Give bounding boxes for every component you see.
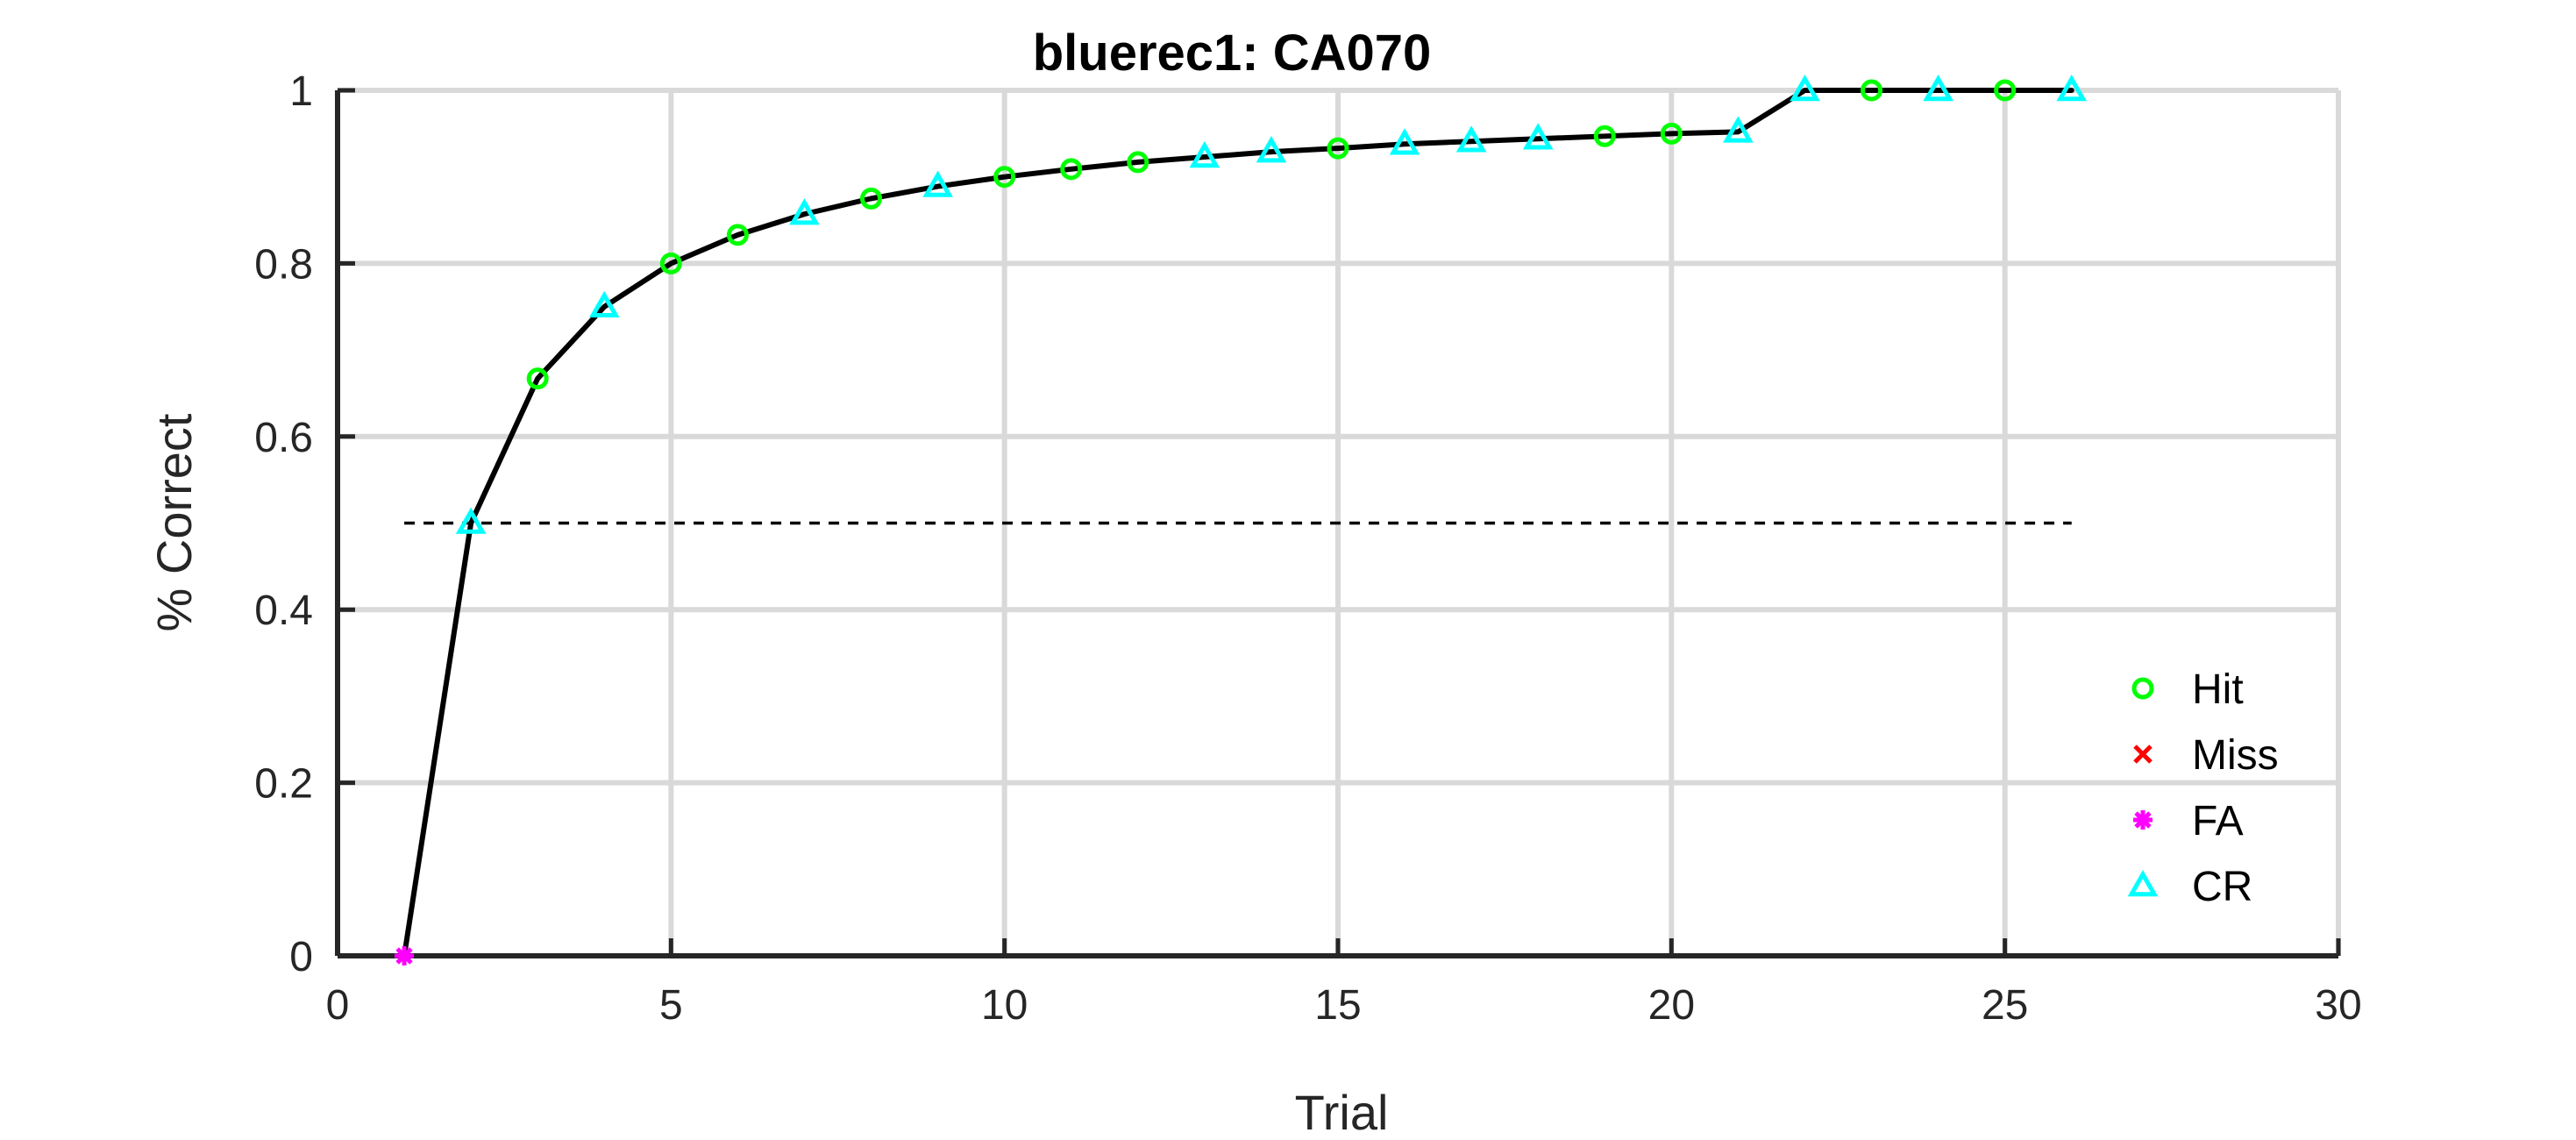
chart-title: bluerec1: CA070 [1033, 25, 1432, 82]
x-tick-label: 20 [1648, 982, 1695, 1029]
y-tick-label: 0.4 [254, 588, 313, 634]
data-point-cr-trial-13 [1189, 140, 1220, 168]
data-point-cr-trial-21 [1723, 116, 1754, 143]
x-tick-label: 30 [2315, 982, 2361, 1029]
data-point-hit-trial-11 [1060, 158, 1083, 181]
legend-marker-fa [2133, 810, 2153, 830]
data-point-cr-trial-14 [1256, 136, 1287, 163]
data-point-hit-trial-15 [1327, 137, 1349, 160]
data-point-cr-trial-26 [2056, 74, 2088, 102]
data-point-hit-trial-3 [526, 367, 549, 390]
data-point-cr-trial-2 [455, 507, 487, 534]
data-point-hit-trial-5 [659, 252, 682, 274]
legend-label-cr: CR [2192, 864, 2252, 910]
y-axis-label: % Correct [146, 413, 202, 631]
x-axis-label: Trial [1295, 1085, 1389, 1140]
x-tick-label: 0 [326, 982, 350, 1029]
data-point-hit-trial-10 [993, 166, 1016, 189]
data-point-hit-trial-8 [860, 187, 883, 210]
legend-label-fa: FA [2192, 798, 2244, 844]
data-point-cr-trial-9 [922, 170, 953, 197]
data-point-hit-trial-12 [1127, 151, 1149, 174]
data-point-hit-trial-23 [1861, 79, 1883, 102]
x-tick-label: 25 [1982, 982, 2028, 1029]
legend-label-miss: Miss [2192, 732, 2279, 779]
y-tick-label: 0.6 [254, 415, 313, 461]
plot-area: 0 5 10 15 20 25 30 0 0.2 0.4 0.6 0.8 1 [254, 68, 2361, 1029]
legend-label-hit: Hit [2192, 666, 2244, 713]
data-point-cr-trial-16 [1389, 128, 1420, 155]
data-point-hit-trial-20 [1660, 122, 1683, 145]
x-tick-label: 10 [981, 982, 1028, 1029]
legend-marker-cr [2127, 869, 2159, 897]
data-point-cr-trial-24 [1923, 74, 1953, 102]
y-tick-label: 0 [289, 934, 313, 980]
legend-marker-miss [2133, 745, 2153, 764]
data-point-cr-trial-4 [588, 290, 620, 317]
data-point-cr-trial-18 [1522, 123, 1554, 150]
y-tick-label: 0.8 [254, 241, 313, 288]
data-point-cr-trial-7 [789, 198, 820, 225]
legend: Hit Miss FA CR [2127, 666, 2279, 910]
data-point-cr-trial-17 [1455, 125, 1487, 153]
data-point-hit-trial-6 [726, 224, 749, 246]
data-point-hit-trial-19 [1593, 125, 1616, 147]
legend-marker-hit [2131, 677, 2154, 700]
x-tick-label: 5 [659, 982, 683, 1029]
y-tick-label: 0.2 [254, 761, 313, 808]
data-point-fa-trial-1 [395, 946, 415, 965]
y-tick-label: 1 [289, 68, 313, 115]
data-point-hit-trial-25 [1994, 79, 2017, 102]
x-tick-label: 15 [1314, 982, 1361, 1029]
data-point-cr-trial-22 [1790, 74, 1820, 102]
